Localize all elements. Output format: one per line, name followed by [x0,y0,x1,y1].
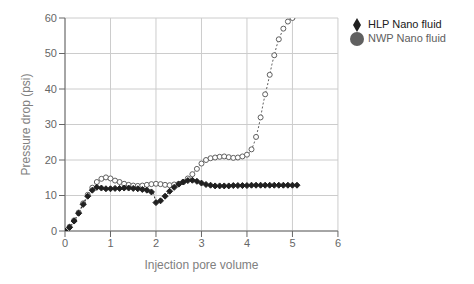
svg-text:10: 10 [45,189,57,201]
svg-text:4: 4 [244,237,250,249]
svg-text:2: 2 [153,237,159,249]
svg-text:40: 40 [45,83,57,95]
svg-text:30: 30 [45,118,57,130]
svg-text:5: 5 [289,237,295,249]
svg-text:0: 0 [62,237,68,249]
html-text:NWP Nano fluid: NWP Nano fluid [367,32,446,45]
svg-text:50: 50 [45,47,57,59]
svg-text:1: 1 [107,237,113,249]
svg-text:6: 6 [335,237,341,249]
svg-text:3: 3 [198,237,204,249]
svg-text:Pressure drop (psi): Pressure drop (psi) [19,73,33,175]
svg-text:20: 20 [45,154,57,166]
html-text:HLP Nano fluid: HLP Nano fluid [367,18,442,30]
svg-text:0: 0 [51,225,57,237]
svg-text:60: 60 [45,12,57,24]
svg-text:Injection pore volume: Injection pore volume [144,258,258,272]
